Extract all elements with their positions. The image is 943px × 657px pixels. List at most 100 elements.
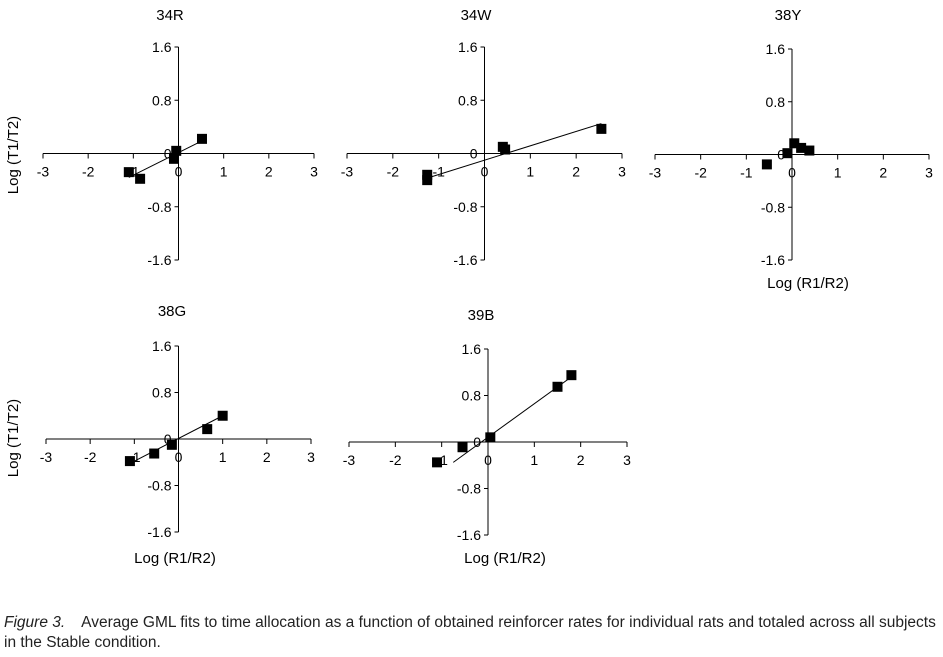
x-tick-label: -3 <box>37 164 50 180</box>
x-tick-label: -2 <box>82 164 95 180</box>
data-point <box>789 138 800 149</box>
y-tick-label: 0 <box>164 431 172 447</box>
y-tick-label: -1.6 <box>457 527 481 543</box>
fit-line <box>128 139 204 178</box>
x-tick-label: 0 <box>481 164 489 180</box>
x-tick-label: 2 <box>572 164 580 180</box>
y-tick-label: 0 <box>470 146 478 162</box>
data-point <box>457 442 468 453</box>
x-tick-label: 3 <box>925 165 933 181</box>
x-axis-label: Log (R1/R2) <box>464 550 546 567</box>
x-tick-label: 2 <box>265 164 273 180</box>
y-tick-label: 1.6 <box>152 338 172 354</box>
data-point <box>123 167 134 178</box>
data-point <box>782 148 793 159</box>
x-tick-label: 0 <box>175 164 183 180</box>
x-tick-label: 2 <box>263 449 271 465</box>
data-point <box>196 133 207 144</box>
y-tick-label: 1.6 <box>766 41 786 57</box>
x-tick-label: -2 <box>389 452 402 468</box>
data-point <box>796 142 807 153</box>
panel-34W: 34W -3 -2 -1 0 1 2 3 1.6 0.8 0 -0.8 -1.6 <box>341 7 626 268</box>
data-point <box>171 145 182 156</box>
y-tick-label: -0.8 <box>457 481 481 497</box>
data-point <box>217 410 228 421</box>
data-point <box>804 145 815 156</box>
x-tick-label: 3 <box>623 452 631 468</box>
x-tick-label: -3 <box>343 452 356 468</box>
y-tick-label: -1.6 <box>147 252 171 268</box>
panel-38Y: 38Y -3 -2 -1 0 1 2 3 1.6 0.8 0 -0.8 -1.6 Log (R1/R2) <box>649 7 933 292</box>
data-point <box>149 448 160 459</box>
y-tick-label: 0.8 <box>458 92 478 108</box>
caption-label: Figure 3. <box>4 614 66 631</box>
y-tick-label: 0.8 <box>766 94 786 110</box>
fit-line <box>427 123 602 179</box>
y-tick-label: 0.8 <box>152 92 172 108</box>
data-point <box>432 457 443 468</box>
y-tick-label: -0.8 <box>761 199 785 215</box>
y-tick-label: -1.6 <box>147 524 171 540</box>
y-tick-label: -0.8 <box>147 199 171 215</box>
caption-text: Average GML fits to time allocation as a… <box>4 614 936 651</box>
panel-title: 38G <box>158 303 186 320</box>
x-tick-label: -3 <box>341 164 354 180</box>
y-tick-label: 0 <box>164 146 172 162</box>
x-tick-label: 0 <box>175 449 183 465</box>
data-point <box>166 439 177 450</box>
x-tick-label: -2 <box>694 165 707 181</box>
y-tick-label: -0.8 <box>147 478 171 494</box>
figure-caption: Figure 3. Average GML fits to time alloca… <box>4 613 940 653</box>
data-point <box>135 173 146 184</box>
x-tick-label: 3 <box>310 164 318 180</box>
y-tick-label: -1.6 <box>761 252 785 268</box>
x-tick-label: 3 <box>618 164 626 180</box>
y-tick-label: 0 <box>473 434 481 450</box>
fit-line <box>452 376 572 463</box>
data-point <box>422 175 433 186</box>
x-tick-label: -2 <box>84 449 97 465</box>
y-axis-label: Log (T1/T2) <box>5 399 22 477</box>
panel-title: 39B <box>468 307 495 324</box>
y-axis-label: Log (T1/T2) <box>5 116 22 194</box>
x-tick-label: 1 <box>219 449 227 465</box>
data-point <box>761 159 772 170</box>
x-tick-label: 1 <box>530 452 538 468</box>
y-tick-label: 0.8 <box>462 388 482 404</box>
x-axis-label: Log (R1/R2) <box>134 550 216 567</box>
y-tick-label: 0.8 <box>152 385 172 401</box>
x-tick-label: 2 <box>879 165 887 181</box>
x-tick-label: 2 <box>577 452 585 468</box>
x-tick-label: -2 <box>387 164 400 180</box>
data-point <box>500 144 511 155</box>
data-point <box>422 169 433 180</box>
x-tick-label: -1 <box>432 164 445 180</box>
x-tick-label: 1 <box>220 164 228 180</box>
y-tick-label: -1.6 <box>453 252 477 268</box>
x-tick-label: 1 <box>834 165 842 181</box>
y-tick-label: 0 <box>777 147 785 163</box>
panel-title: 34W <box>461 7 493 24</box>
data-point <box>485 432 496 443</box>
y-tick-label: 1.6 <box>458 39 478 55</box>
x-tick-label: -3 <box>40 449 53 465</box>
y-tick-label: 1.6 <box>462 341 482 357</box>
data-point <box>552 381 563 392</box>
data-point <box>202 424 213 435</box>
x-tick-label: 0 <box>484 452 492 468</box>
y-tick-label: -0.8 <box>453 199 477 215</box>
x-axis-label: Log (R1/R2) <box>767 275 849 292</box>
x-tick-label: 3 <box>307 449 315 465</box>
y-tick-label: 1.6 <box>152 39 172 55</box>
data-point <box>596 123 607 134</box>
fit-line <box>129 415 223 464</box>
x-tick-label: -3 <box>649 165 662 181</box>
data-point <box>124 456 135 467</box>
panel-title: 34R <box>156 7 184 24</box>
data-point <box>168 153 179 164</box>
data-point <box>566 370 577 381</box>
